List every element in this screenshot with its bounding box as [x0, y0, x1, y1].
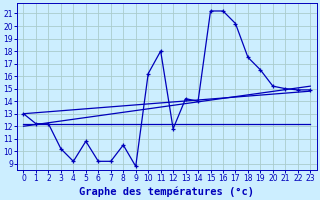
X-axis label: Graphe des températures (°c): Graphe des températures (°c): [79, 186, 254, 197]
